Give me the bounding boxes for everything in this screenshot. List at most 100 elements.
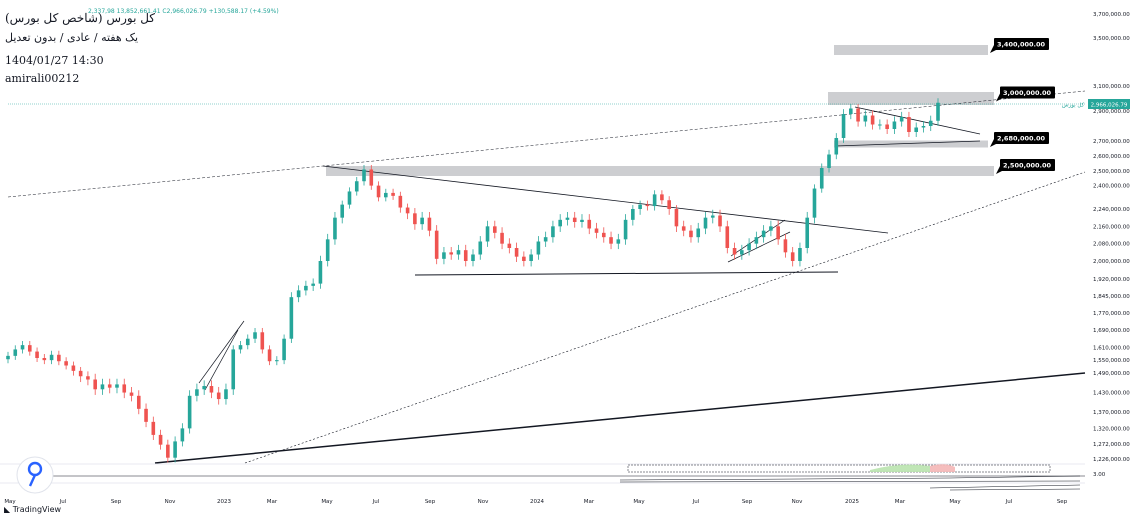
candle[interactable] <box>674 209 679 227</box>
candle[interactable] <box>500 232 504 244</box>
candle[interactable] <box>216 392 221 400</box>
candle[interactable] <box>710 215 715 218</box>
candle[interactable] <box>6 355 10 360</box>
long-dashed-trendline[interactable] <box>7 90 1086 198</box>
candle[interactable] <box>405 207 410 214</box>
candle[interactable] <box>667 200 671 209</box>
candle[interactable] <box>849 108 853 115</box>
candle[interactable] <box>878 124 882 126</box>
wedge-lower-line[interactable] <box>834 140 981 147</box>
candle[interactable] <box>529 254 533 262</box>
candle[interactable] <box>471 254 475 262</box>
candle[interactable] <box>376 185 381 198</box>
candle[interactable] <box>151 421 156 435</box>
candle[interactable] <box>456 250 461 255</box>
candle[interactable] <box>442 252 446 259</box>
candle[interactable] <box>158 434 163 445</box>
candle[interactable] <box>195 389 199 396</box>
candle[interactable] <box>245 338 250 346</box>
descending-trendline[interactable] <box>322 165 889 234</box>
candle[interactable] <box>681 226 686 231</box>
candle[interactable] <box>761 230 766 238</box>
candle[interactable] <box>928 120 933 126</box>
candle[interactable] <box>623 219 628 240</box>
candle[interactable] <box>805 217 810 248</box>
candle[interactable] <box>587 219 592 229</box>
candle[interactable] <box>224 389 228 400</box>
candle[interactable] <box>747 243 751 251</box>
candle[interactable] <box>631 209 635 220</box>
dashed-support-trendline[interactable] <box>244 171 1086 464</box>
candle[interactable] <box>340 204 345 218</box>
candle[interactable] <box>841 114 846 138</box>
zone-label-box[interactable] <box>1000 86 1055 99</box>
candle[interactable] <box>166 444 170 458</box>
candle[interactable] <box>936 102 940 121</box>
candle[interactable] <box>660 194 664 201</box>
candle[interactable] <box>594 228 599 233</box>
candle[interactable] <box>572 217 577 222</box>
candle[interactable] <box>616 239 621 244</box>
candle[interactable] <box>27 345 32 352</box>
candle[interactable] <box>398 195 403 208</box>
candle[interactable] <box>740 250 744 255</box>
channel-line[interactable] <box>204 329 239 391</box>
candle[interactable] <box>769 226 773 231</box>
candle[interactable] <box>13 349 18 356</box>
candle[interactable] <box>49 354 54 361</box>
candle[interactable] <box>522 256 526 261</box>
candle[interactable] <box>369 169 374 186</box>
price-zone[interactable] <box>834 45 988 55</box>
zone-label-box[interactable] <box>994 132 1049 144</box>
candle[interactable] <box>696 228 701 238</box>
candle[interactable] <box>645 204 650 207</box>
candle[interactable] <box>253 332 257 339</box>
tradingview-badge-icon[interactable] <box>16 456 54 494</box>
candle[interactable] <box>144 408 148 422</box>
candle[interactable] <box>354 181 359 192</box>
candle[interactable] <box>580 219 584 222</box>
long-support-line[interactable] <box>154 372 1086 464</box>
candle[interactable] <box>914 127 919 133</box>
price-zone[interactable] <box>828 92 994 105</box>
candle[interactable] <box>543 237 548 242</box>
candle[interactable] <box>64 361 68 366</box>
zone-label-box[interactable] <box>1000 159 1055 171</box>
candle[interactable] <box>333 217 337 240</box>
candle[interactable] <box>420 217 424 225</box>
candle[interactable] <box>834 138 839 155</box>
candle[interactable] <box>57 354 61 362</box>
candle[interactable] <box>783 239 788 253</box>
candle[interactable] <box>812 188 817 218</box>
candle[interactable] <box>260 332 265 350</box>
candle[interactable] <box>652 194 657 207</box>
candle[interactable] <box>899 117 904 122</box>
candle[interactable] <box>267 349 272 362</box>
candle[interactable] <box>71 365 76 371</box>
candle[interactable] <box>231 349 236 390</box>
candle[interactable] <box>107 384 112 388</box>
channel-line[interactable] <box>198 320 245 384</box>
candle[interactable] <box>93 379 97 390</box>
candle[interactable] <box>776 226 780 240</box>
candle[interactable] <box>282 338 286 361</box>
candle[interactable] <box>42 358 47 361</box>
candle[interactable] <box>718 215 722 227</box>
candle[interactable] <box>86 376 90 380</box>
candle[interactable] <box>129 392 134 396</box>
candle[interactable] <box>20 345 25 350</box>
candle[interactable] <box>275 360 279 362</box>
candle[interactable] <box>907 117 911 132</box>
candle[interactable] <box>492 226 497 233</box>
candle[interactable] <box>856 108 860 122</box>
candle[interactable] <box>601 232 606 238</box>
candle[interactable] <box>325 239 330 261</box>
candle[interactable] <box>790 252 795 261</box>
candle[interactable] <box>507 243 512 248</box>
candle[interactable] <box>754 237 759 244</box>
zone-label-box[interactable] <box>994 38 1049 50</box>
candle[interactable] <box>318 261 323 284</box>
candle[interactable] <box>449 252 454 255</box>
candle[interactable] <box>180 428 185 442</box>
